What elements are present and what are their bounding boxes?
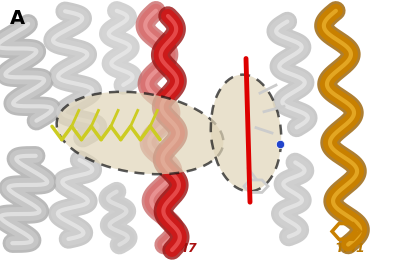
Ellipse shape	[211, 75, 281, 191]
Text: TM1: TM1	[335, 242, 365, 255]
Text: TM7: TM7	[167, 242, 197, 255]
Ellipse shape	[57, 92, 223, 174]
Text: A: A	[10, 9, 25, 28]
